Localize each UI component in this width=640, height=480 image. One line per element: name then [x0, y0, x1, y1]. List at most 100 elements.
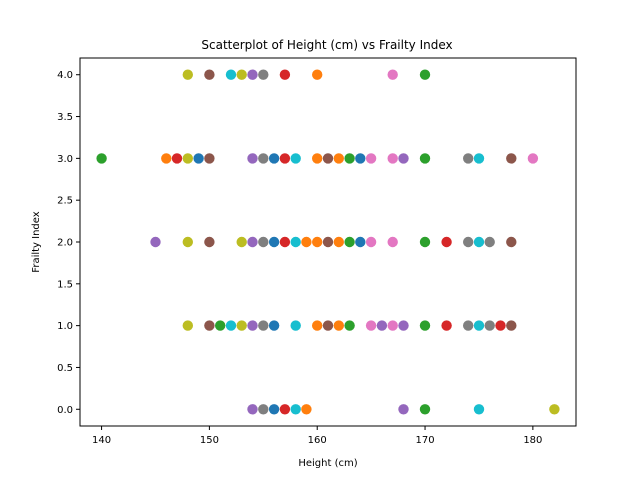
scatter-point — [312, 153, 323, 164]
scatter-point — [312, 236, 323, 248]
scatter-point — [258, 236, 269, 248]
x-axis-label: Height (cm) — [298, 458, 357, 469]
y-tick-label: 4.0 — [57, 70, 73, 81]
y-tick-label: 0.0 — [57, 405, 73, 416]
scatter-point — [398, 320, 409, 331]
scatter-point — [419, 404, 431, 415]
x-axis-ticks: 140 150 160 170 180 — [92, 426, 542, 446]
scatter-point — [150, 236, 161, 248]
scatter-point — [387, 236, 398, 248]
scatter-point — [419, 69, 431, 80]
scatter-point — [204, 153, 215, 164]
x-tick-label: 140 — [92, 435, 111, 446]
scatter-point — [96, 153, 107, 164]
y-tick-label: 3.0 — [57, 154, 73, 165]
y-tick-label: 2.5 — [57, 196, 73, 207]
scatter-point — [258, 153, 269, 164]
scatter-point — [322, 320, 334, 331]
scatter-point — [506, 320, 517, 331]
scatter-point — [204, 69, 215, 80]
scatter-point — [333, 320, 344, 331]
scatter-point — [322, 236, 334, 248]
scatter-point — [279, 236, 291, 248]
scatter-point — [182, 153, 193, 164]
scatter-point — [204, 236, 215, 248]
scatter-point — [463, 320, 474, 331]
scatter-point — [473, 236, 485, 248]
scatter-point — [225, 69, 237, 80]
y-axis-label: Frailty Index — [31, 211, 42, 272]
scatter-point — [182, 320, 193, 331]
scatter-point — [247, 404, 258, 415]
scatter-point — [279, 404, 291, 415]
scatter-point — [355, 153, 366, 164]
plot-points — [96, 69, 560, 415]
scatter-point — [387, 320, 398, 331]
scatter-point — [258, 320, 269, 331]
y-tick-label: 0.5 — [57, 363, 73, 374]
scatter-point — [484, 320, 495, 331]
scatter-point — [398, 404, 409, 415]
scatter-point — [290, 153, 301, 164]
scatter-point — [387, 69, 398, 80]
scatter-point — [333, 153, 344, 164]
scatter-point — [182, 236, 193, 248]
scatter-point — [215, 320, 226, 331]
scatter-point — [473, 404, 485, 415]
scatter-point — [322, 153, 334, 164]
scatter-point — [247, 236, 258, 248]
scatter-point — [419, 236, 431, 248]
scatter-point — [236, 69, 247, 80]
scatter-point — [225, 320, 237, 331]
scatter-point — [365, 236, 377, 248]
scatter-point — [355, 236, 366, 248]
scatter-point — [484, 236, 495, 248]
scatter-point — [344, 320, 355, 331]
scatter-point — [268, 320, 280, 331]
scatter-point — [247, 153, 258, 164]
scatter-point — [301, 404, 312, 415]
scatter-point — [171, 153, 183, 164]
scatter-point — [182, 69, 193, 80]
y-tick-label: 1.5 — [57, 279, 73, 290]
scatter-point — [312, 69, 323, 80]
scatter-point — [279, 153, 291, 164]
scatter-point — [236, 320, 247, 331]
scatter-point — [290, 236, 301, 248]
scatter-point — [247, 320, 258, 331]
x-tick-label: 170 — [415, 435, 434, 446]
scatter-point — [290, 404, 301, 415]
scatter-point — [473, 153, 485, 164]
scatter-point — [258, 69, 269, 80]
scatter-point — [419, 320, 431, 331]
scatter-point — [473, 320, 485, 331]
scatter-point — [268, 153, 280, 164]
scatter-point — [365, 153, 377, 164]
x-tick-label: 180 — [523, 435, 542, 446]
scatter-point — [247, 69, 258, 80]
y-tick-label: 1.0 — [57, 321, 73, 332]
scatter-point — [419, 153, 431, 164]
y-tick-label: 3.5 — [57, 112, 73, 123]
y-tick-label: 2.0 — [57, 238, 73, 249]
chart-title: Scatterplot of Height (cm) vs Frailty In… — [201, 38, 452, 52]
scatter-point — [268, 236, 280, 248]
x-tick-label: 160 — [308, 435, 327, 446]
scatter-point — [279, 69, 291, 80]
scatter-point — [506, 236, 517, 248]
scatter-point — [290, 320, 301, 331]
x-tick-label: 150 — [200, 435, 219, 446]
scatter-point — [441, 320, 452, 331]
scatter-point — [463, 153, 474, 164]
scatter-point — [301, 236, 312, 248]
scatter-point — [161, 153, 172, 164]
scatter-point — [268, 404, 280, 415]
scatter-point — [463, 236, 474, 248]
scatter-point — [506, 153, 517, 164]
scatter-point — [258, 404, 269, 415]
scatter-point — [495, 320, 506, 331]
scatter-point — [398, 153, 409, 164]
scatter-point — [236, 236, 247, 248]
scatter-point — [312, 320, 323, 331]
